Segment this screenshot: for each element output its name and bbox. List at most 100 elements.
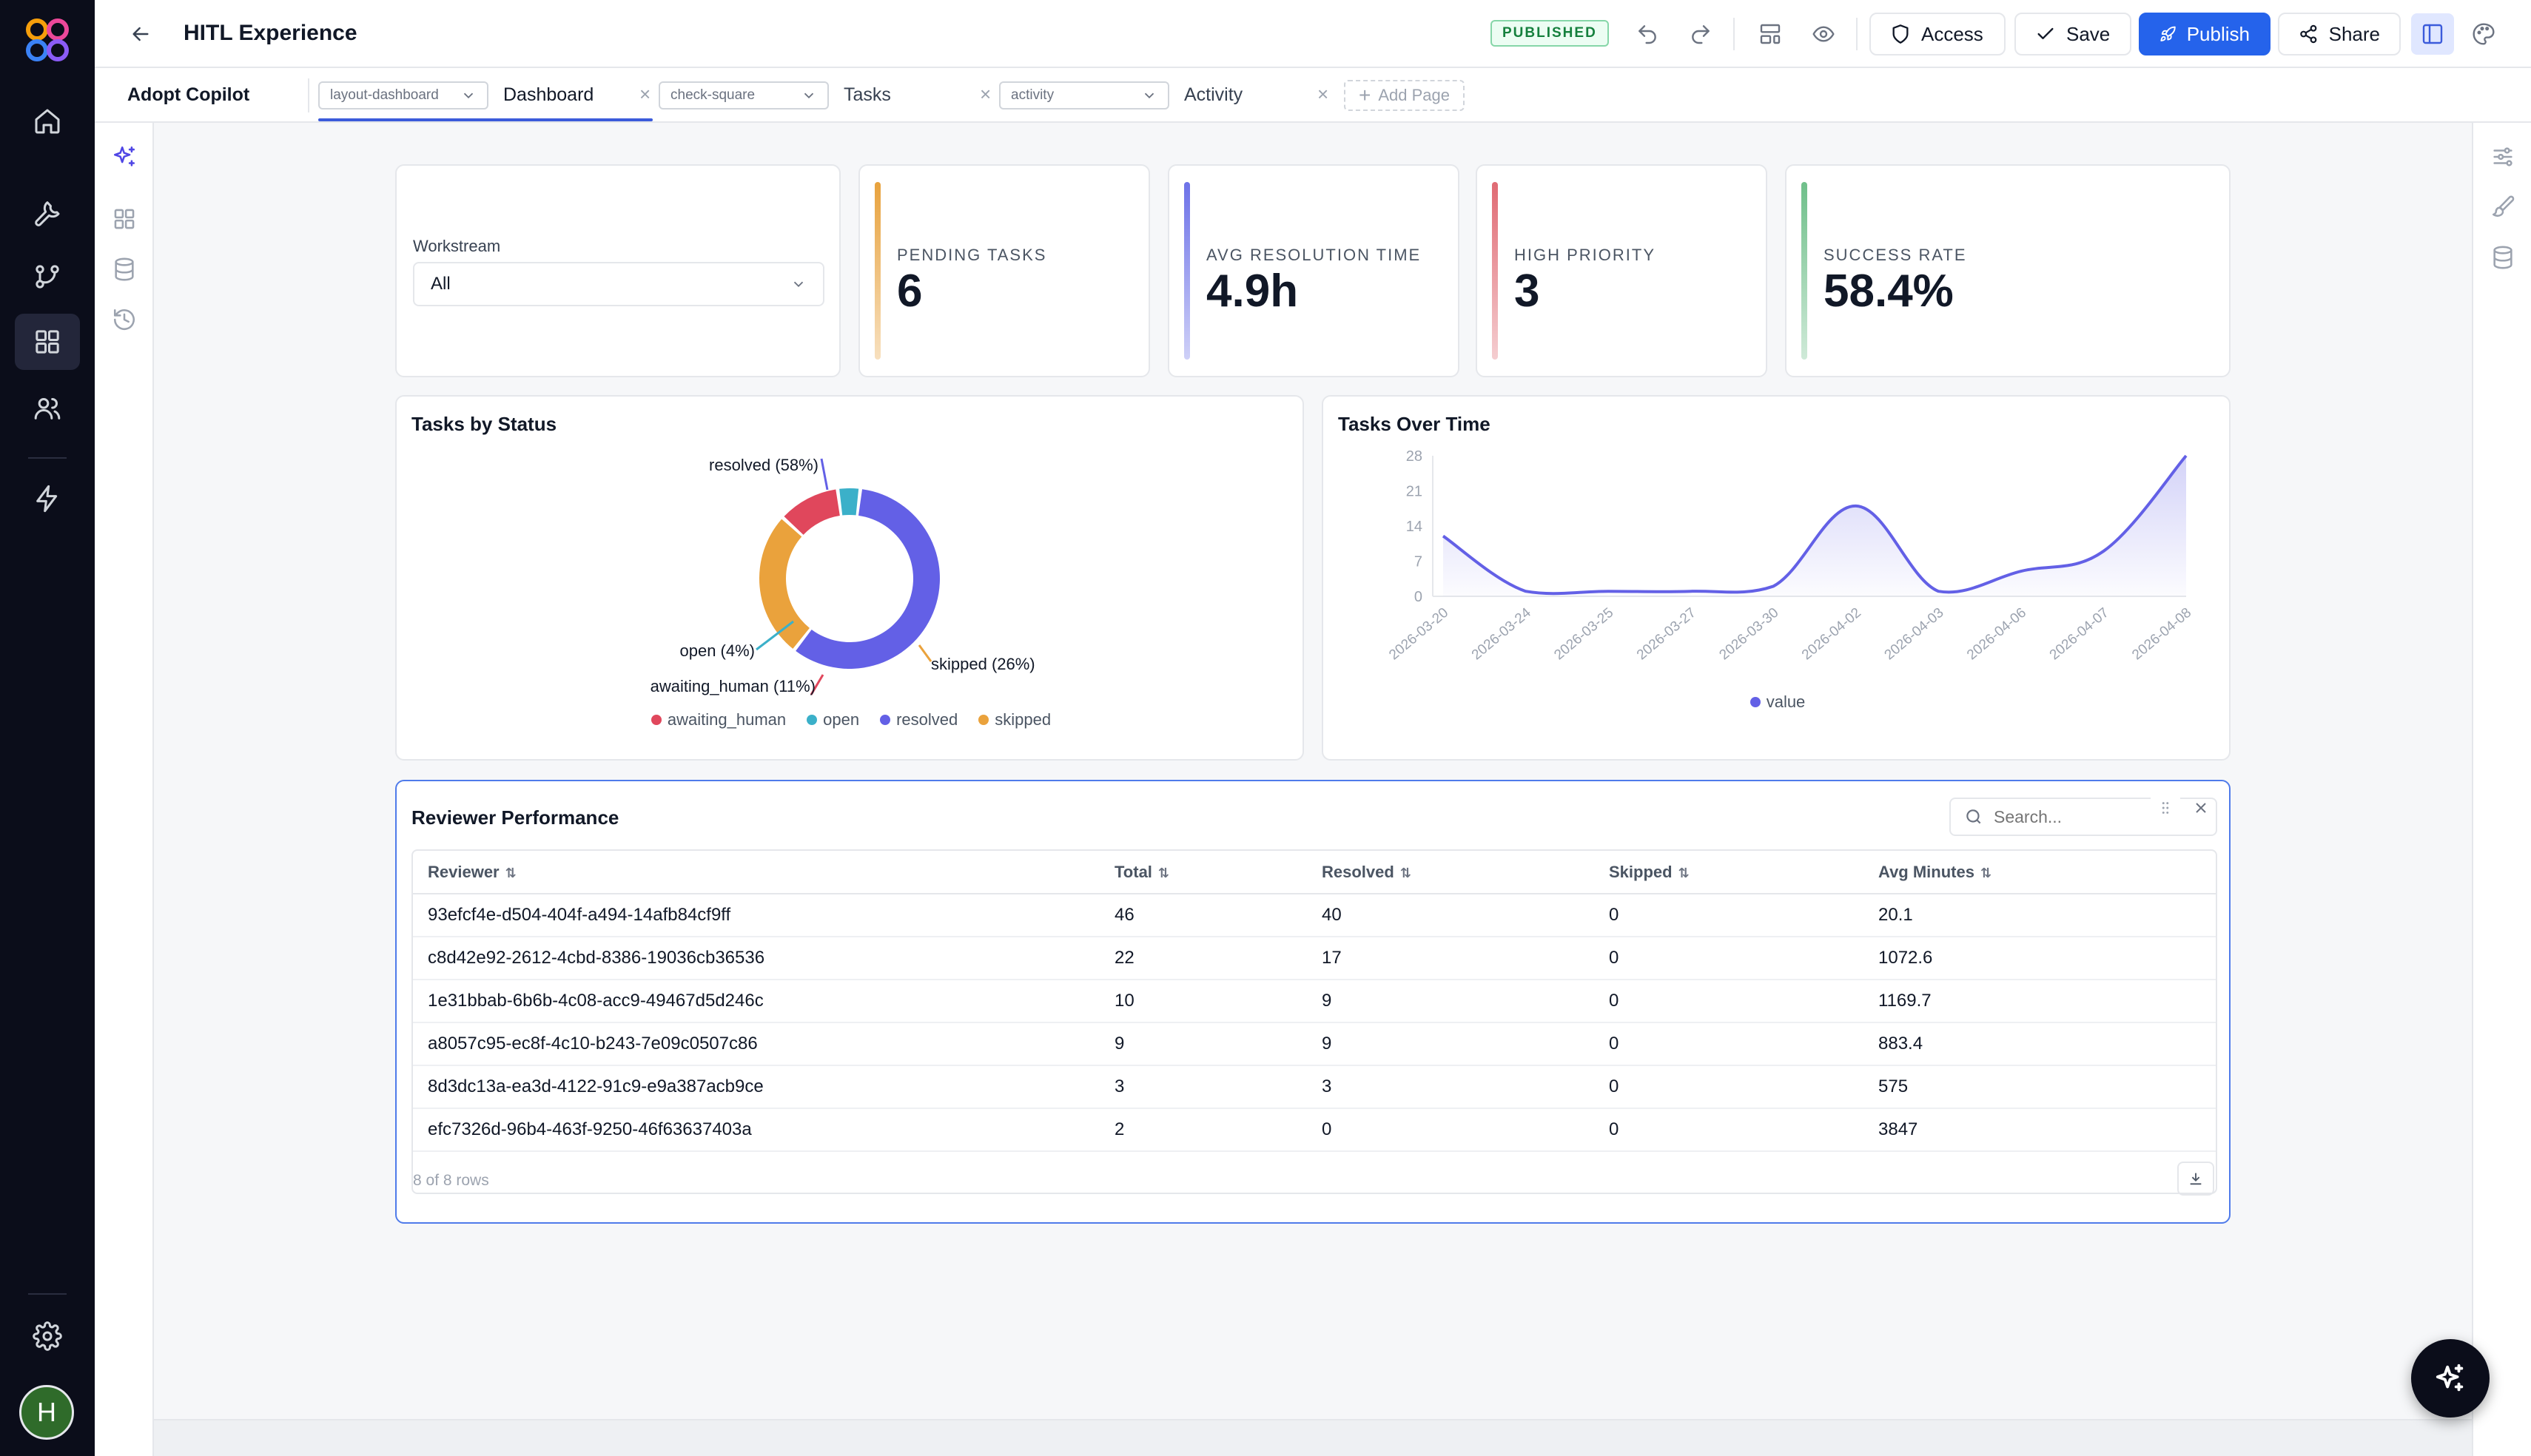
y-tick-label: 14 — [1406, 519, 1422, 535]
nav-automations-button[interactable] — [15, 471, 80, 527]
plus-icon: + — [1359, 84, 1371, 107]
workstream-select[interactable]: All — [413, 262, 824, 306]
legend-item: awaiting_human — [651, 710, 786, 729]
donut-slice-skipped[interactable] — [759, 519, 810, 649]
legend-item: open — [807, 710, 859, 729]
column-header-total[interactable]: Total ⇅ — [1100, 851, 1307, 894]
publish-button[interactable]: Publish — [2139, 13, 2270, 55]
kpi-label: PENDING TASKS — [897, 246, 1047, 264]
legend-item: value — [1749, 692, 1805, 712]
nav-home-button[interactable] — [15, 93, 80, 149]
remove-widget-button[interactable] — [2186, 793, 2216, 823]
area-fill — [1443, 456, 2186, 596]
builder-sidebar — [95, 123, 154, 1456]
kpi-value: 3 — [1514, 266, 1540, 317]
cell-total: 10 — [1100, 980, 1307, 1023]
zap-icon — [36, 485, 58, 513]
properties-button[interactable] — [2485, 139, 2521, 175]
close-page-button[interactable]: × — [1317, 83, 1329, 105]
legend-dot — [807, 715, 818, 725]
style-button[interactable] — [2485, 189, 2521, 225]
access-button[interactable]: Access — [1869, 13, 2006, 55]
table-row[interactable]: 8d3dc13a-ea3d-4122-91c9-e9a387acb9ce 3 3 0 5… — [413, 1065, 2216, 1109]
theme-button[interactable] — [2466, 16, 2501, 52]
nav-users-button[interactable] — [15, 380, 80, 437]
dashboard-icon — [36, 330, 59, 354]
kpi-value: 6 — [897, 266, 923, 317]
tab-dashboard[interactable]: Dashboard — [503, 84, 594, 105]
cell-reviewer: c8d42e92-2612-4cbd-8386-19036cb36536 — [413, 937, 1100, 980]
table-row[interactable]: 1e31bbab-6b6b-4c08-acc9-49467d5d246c 10 9 0… — [413, 980, 2216, 1023]
user-avatar[interactable]: H — [19, 1385, 74, 1440]
ai-assist-button[interactable] — [107, 139, 142, 175]
x-tick-label: 2026-03-20 — [1386, 605, 1451, 664]
table-row[interactable]: c8d42e92-2612-4cbd-8386-19036cb36536 22 17… — [413, 937, 2216, 980]
nav-dashboards-button[interactable] — [15, 314, 80, 370]
donut-slice-resolved[interactable] — [796, 489, 940, 669]
tab-activity[interactable]: Activity — [1184, 84, 1243, 105]
back-button[interactable] — [123, 16, 158, 52]
x-tick-label: 2026-03-30 — [1716, 605, 1781, 664]
sort-icon: ⇅ — [1980, 865, 1992, 880]
kpi-label: HIGH PRIORITY — [1514, 246, 1656, 264]
grip-icon — [2162, 802, 2169, 814]
donut-slice-open[interactable] — [839, 488, 859, 516]
data-button[interactable] — [2485, 240, 2521, 275]
donut-slice-awaiting-human[interactable] — [784, 489, 840, 535]
tab-tasks[interactable]: Tasks — [844, 84, 891, 105]
workstream-label: Workstream — [413, 237, 501, 255]
page-icon-select[interactable]: check-square — [659, 81, 829, 109]
nav-tools-button[interactable] — [15, 185, 80, 241]
page-icon-select[interactable]: activity — [999, 81, 1169, 109]
table-row[interactable]: a8057c95-ec8f-4c10-b243-7e09c0507c86 9 9 0 8… — [413, 1022, 2216, 1066]
components-button[interactable] — [107, 201, 142, 237]
search-input[interactable] — [1994, 806, 2179, 827]
cell-total: 46 — [1100, 894, 1307, 937]
history-button[interactable] — [107, 302, 142, 337]
ai-assistant-fab[interactable] — [2411, 1339, 2490, 1418]
tasks-over-time-chart: 0 7 14 21 28 2026-03-20 2026-03-24 2026-03-25 20… — [1386, 448, 2194, 664]
x-tick-label: 2026-03-27 — [1634, 605, 1699, 664]
cell-avg-minutes: 1072.6 — [1863, 937, 2216, 980]
column-header-reviewer[interactable]: Reviewer ⇅ — [413, 851, 1100, 894]
drag-handle-icon[interactable] — [2151, 793, 2180, 823]
settings-button[interactable] — [15, 1308, 80, 1364]
palette-icon — [2473, 23, 2495, 45]
kpi-accent-bar — [875, 182, 881, 360]
series-line-value[interactable] — [1442, 454, 2188, 596]
layout-button[interactable] — [1752, 16, 1788, 52]
table-search[interactable] — [1949, 798, 2217, 836]
close-icon — [2196, 803, 2206, 813]
app-logo-icon[interactable] — [22, 15, 73, 65]
table-row[interactable]: 93efcf4e-d504-404f-a494-14afb84cf9ff 46 40… — [413, 894, 2216, 937]
redo-button[interactable] — [1683, 16, 1718, 52]
column-header-skipped[interactable]: Skipped ⇅ — [1594, 851, 1863, 894]
close-page-button[interactable]: × — [639, 83, 651, 105]
cell-skipped: 0 — [1594, 1022, 1863, 1066]
home-icon — [35, 109, 60, 134]
close-page-button[interactable]: × — [980, 83, 992, 105]
download-button[interactable] — [2177, 1162, 2214, 1196]
row-count: 8 of 8 rows — [413, 1172, 489, 1189]
kpi-value: 58.4% — [1824, 266, 1954, 317]
nav-workflows-button[interactable] — [15, 249, 80, 305]
page-icon-select[interactable]: layout-dashboard — [318, 81, 488, 109]
share-button[interactable]: Share — [2278, 13, 2401, 55]
preview-button[interactable] — [1806, 16, 1841, 52]
paintbrush-icon — [2492, 195, 2515, 217]
undo-button[interactable] — [1630, 16, 1665, 52]
reviewer-performance-card: Reviewer Performance Reviewer ⇅ Total ⇅ Re… — [395, 780, 2231, 1224]
column-header-avg-minutes[interactable]: Avg Minutes ⇅ — [1863, 851, 2216, 894]
kpi-label: AVG RESOLUTION TIME — [1206, 246, 1422, 264]
add-page-button[interactable]: + Add Page — [1344, 80, 1465, 111]
column-label: Avg Minutes — [1878, 862, 1974, 881]
toggle-panel-button[interactable] — [2411, 13, 2454, 55]
table-row[interactable]: efc7326d-96b4-463f-9250-46f63637403a 2 0 0 3… — [413, 1108, 2216, 1152]
x-tick-label: 2026-04-07 — [2047, 605, 2112, 664]
column-header-resolved[interactable]: Resolved ⇅ — [1307, 851, 1594, 894]
x-tick-label: 2026-03-25 — [1551, 605, 1616, 664]
reviewer-table: Reviewer ⇅ Total ⇅ Resolved ⇅ Skipped ⇅ Avg … — [413, 851, 2216, 1152]
app-name: Adopt Copilot — [127, 84, 250, 105]
save-button[interactable]: Save — [2014, 13, 2131, 55]
data-sources-button[interactable] — [107, 252, 142, 287]
